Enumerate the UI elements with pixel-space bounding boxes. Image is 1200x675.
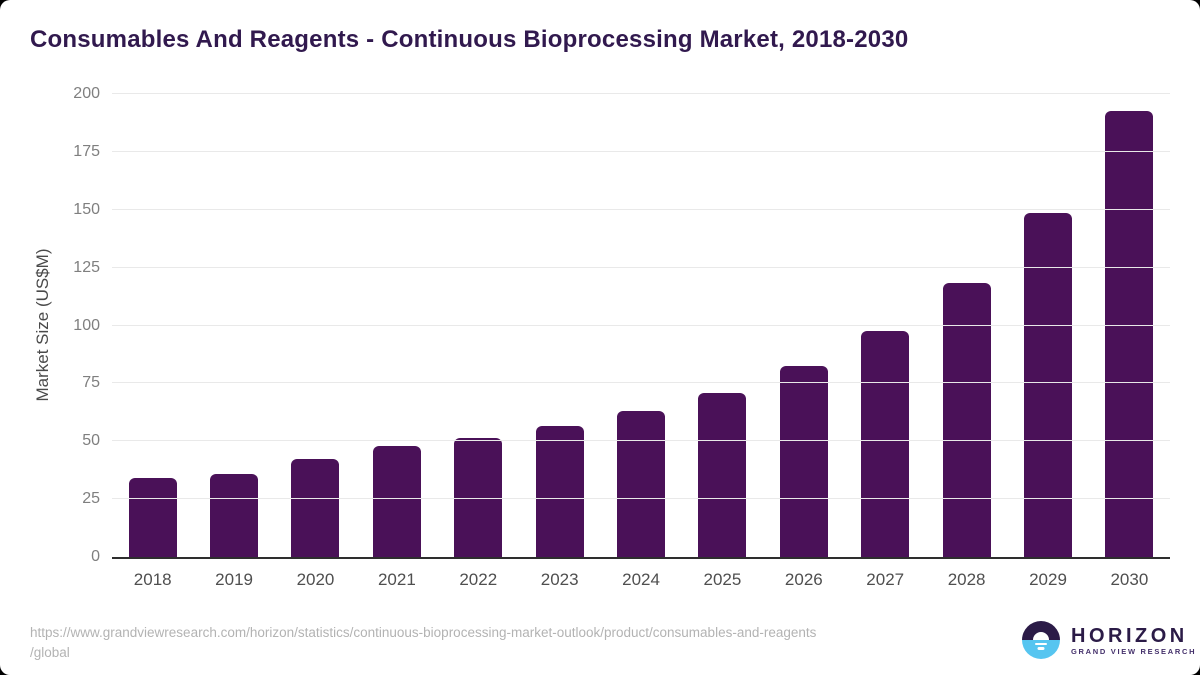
source-url-line2: /global [30,645,70,660]
bars-layer [112,94,1170,557]
gridline-175 [112,150,1170,152]
y-tick-label-75: 75 [82,374,100,392]
x-tick-label-2026: 2026 [784,570,823,589]
y-tick-label-150: 150 [73,200,100,218]
x-tick-label-2028: 2028 [947,570,986,589]
gridline-25 [112,498,1170,500]
source-url: https://www.grandviewresearch.com/horizo… [30,623,980,663]
bar-slot-2026 [763,366,844,557]
horizon-logo: HORIZON GRAND VIEW RESEARCH [1022,621,1196,659]
gridline-75 [112,382,1170,384]
gridline-125 [112,266,1170,268]
gridline-100 [112,324,1170,326]
x-tick-label-2019: 2019 [215,570,253,589]
x-tick-label-2021: 2021 [377,570,416,589]
bar-2028 [942,282,991,557]
bar-slot-2028 [926,282,1007,557]
y-tick-label-100: 100 [73,316,100,334]
bar-2023 [535,426,584,557]
bar-2027 [861,331,910,557]
x-tick-label-2027: 2027 [866,570,905,589]
bar-slot-2019 [193,473,274,557]
source-url-line1: https://www.grandviewresearch.com/horizo… [30,625,817,640]
y-tick-label-175: 175 [73,142,100,160]
logo-name: HORIZON [1071,624,1188,647]
bar-2020 [291,458,340,557]
sunrise-icon [1033,632,1049,640]
bar-2024 [617,411,666,557]
gridline-50 [112,440,1170,442]
plot-area [112,93,1170,559]
x-tick-label-2020: 2020 [296,570,335,589]
bar-2022 [454,437,503,557]
gridline-200 [112,93,1170,94]
bar-slot-2018 [112,478,193,557]
bar-2026 [779,366,828,557]
gridline-150 [112,208,1170,210]
bar-2029 [1023,213,1072,557]
y-tick-label-200: 200 [73,85,100,102]
logo-subtitle: GRAND VIEW RESEARCH [1071,646,1197,656]
bar-slot-2029 [1007,213,1088,557]
x-tick-label-2030: 2030 [1110,570,1149,589]
y-axis-ticks: 0 25 50 75 100 125 150 175 200 [0,85,100,565]
x-tick-label-2022: 2022 [459,570,498,589]
y-tick-label-50: 50 [82,432,100,450]
x-axis-labels: 2018 2019 2020 2021 2022 2023 2024 2025 2026 2027… [112,570,1170,590]
x-tick-label-2025: 2025 [703,570,742,589]
bar-slot-2030 [1089,111,1170,557]
bar-2025 [698,392,747,557]
y-tick-label-25: 25 [82,490,100,508]
y-tick-label-0: 0 [91,548,100,565]
bar-slot-2022 [438,437,519,557]
x-tick-label-2018: 2018 [133,570,172,589]
chart-title: Consumables And Reagents - Continuous Bi… [30,26,909,53]
x-tick-label-2029: 2029 [1029,570,1067,589]
bar-slot-2021 [356,445,437,557]
bar-slot-2027 [845,331,926,557]
bar-slot-2020 [275,458,356,557]
bar-slot-2025 [682,392,763,557]
bar-slot-2024 [600,411,681,557]
bar-2021 [372,445,421,557]
bar-2030 [1105,111,1154,557]
bar-2019 [210,473,259,557]
bar-slot-2023 [519,426,600,557]
horizon-logo-icon [1022,621,1060,659]
x-tick-label-2023: 2023 [540,570,579,589]
y-tick-label-125: 125 [73,258,100,276]
x-tick-label-2024: 2024 [622,570,660,589]
bar-2018 [128,478,177,557]
